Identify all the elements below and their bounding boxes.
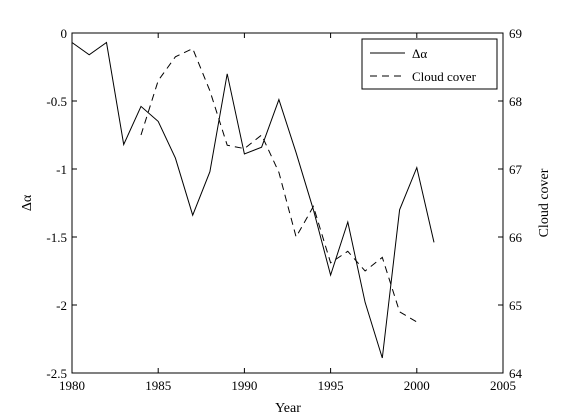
y-tick-label-left: -2	[56, 298, 67, 313]
y-tick-label-left: -1	[56, 162, 67, 177]
y-tick-label-right: 68	[509, 94, 522, 109]
x-tick-label: 1985	[145, 378, 171, 393]
series-line-cloud-cover	[140, 47, 418, 323]
legend-box	[361, 38, 498, 90]
x-tick-label: 1990	[231, 378, 257, 393]
y-tick-label-left: 0	[61, 26, 68, 41]
x-tick-label: 1995	[318, 378, 344, 393]
legend-label-cloud-cover: Cloud cover	[412, 69, 477, 84]
y-tick-label-right: 67	[509, 162, 523, 177]
y-tick-label-right: 66	[509, 230, 523, 245]
y-tick-label-left: -2.5	[46, 366, 67, 381]
series-line-delta-alpha	[71, 41, 435, 359]
legend-label-delta-alpha: Δα	[412, 46, 427, 61]
x-axis-label: Year	[275, 401, 301, 416]
y-tick-label-right: 69	[509, 26, 522, 41]
y-axis-label-left: Δα	[20, 194, 35, 211]
y-tick-label-left: -1.5	[46, 230, 67, 245]
legend: Δα Cloud cover	[361, 38, 498, 90]
y-axis-label-right: Cloud cover	[537, 168, 552, 237]
series-lines	[71, 41, 435, 359]
x-tick-label: 2000	[404, 378, 430, 393]
y-tick-label-right: 64	[509, 366, 523, 381]
y-tick-label-right: 65	[509, 298, 522, 313]
plot-area	[71, 32, 504, 374]
y-tick-label-left: -0.5	[46, 94, 67, 109]
ticks: 1980 1985 1990 1995 2000 2005 0 -0.5 -1 -1.5 -2 -2.…	[46, 26, 522, 393]
x-tick-label: 2005	[490, 378, 516, 393]
x-tick-label: 1980	[59, 378, 85, 393]
